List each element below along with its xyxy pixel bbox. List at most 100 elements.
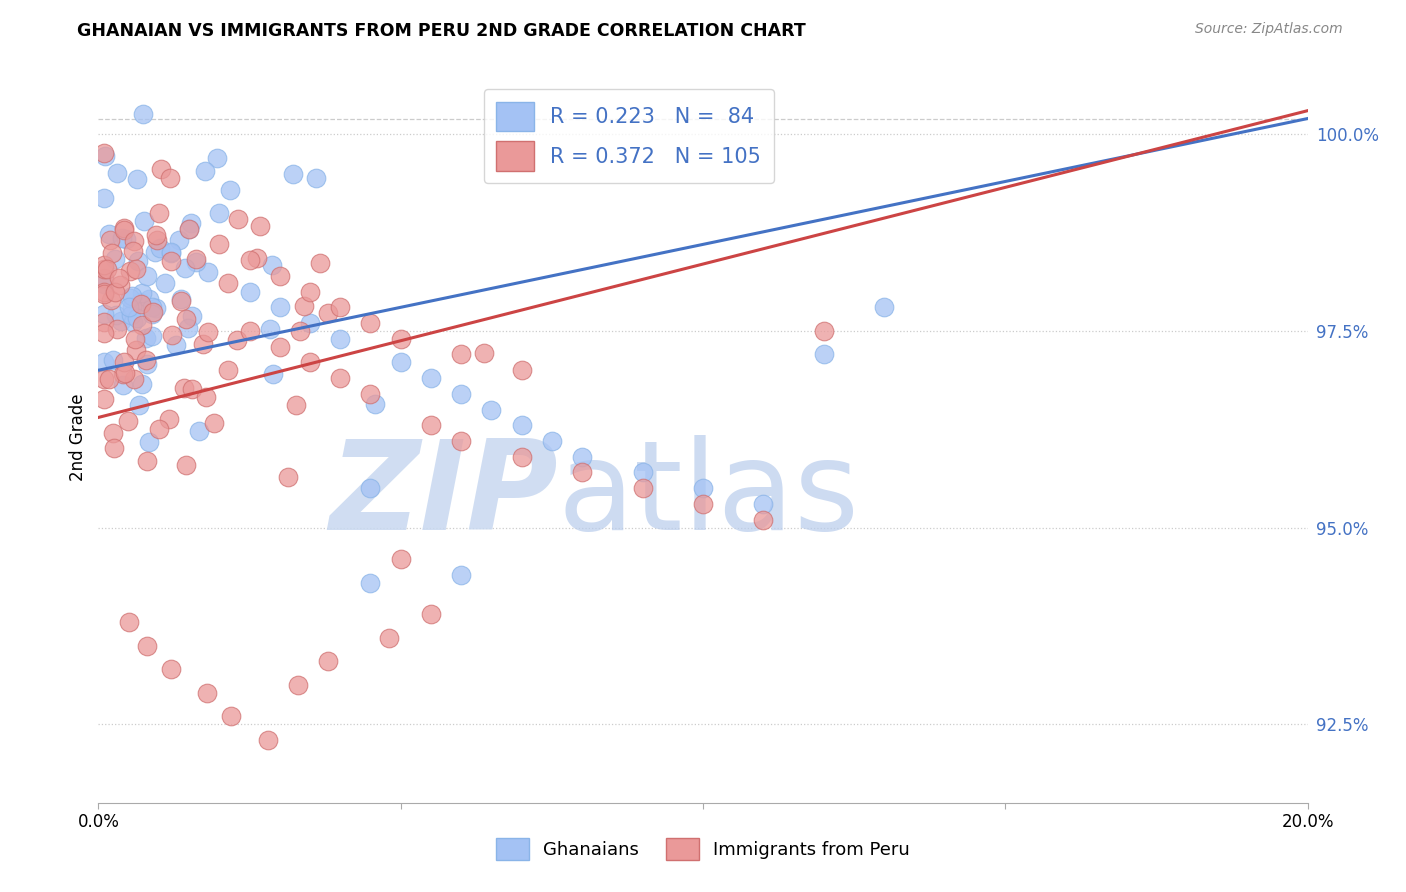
Point [101, 425, 124, 440]
Point [450, 387, 472, 401]
Point [195, 686, 218, 700]
Point [143, 245, 166, 260]
Point [110, 313, 132, 327]
Point [94, 149, 117, 163]
Point [135, 454, 157, 468]
Point [873, 301, 896, 315]
Point [97, 372, 120, 386]
Point [122, 315, 145, 329]
Point [111, 231, 134, 245]
Point [142, 305, 165, 319]
Point [177, 320, 200, 334]
Point [510, 450, 533, 464]
Point [124, 332, 146, 346]
Point [208, 237, 231, 252]
Point [122, 372, 145, 386]
Point [360, 575, 382, 590]
Point [145, 301, 167, 316]
Point [131, 318, 153, 333]
Point [281, 167, 304, 181]
Point [205, 151, 228, 165]
Text: atlas: atlas [558, 435, 860, 556]
Point [121, 308, 143, 322]
Point [389, 332, 412, 346]
Point [197, 265, 219, 279]
Point [364, 397, 387, 411]
Point [112, 355, 135, 369]
Point [259, 321, 281, 335]
Point [450, 434, 472, 448]
Point [105, 322, 128, 336]
Point [377, 631, 399, 645]
Point [221, 709, 243, 723]
Point [150, 161, 173, 176]
Point [450, 347, 472, 361]
Point [127, 253, 149, 268]
Point [692, 481, 714, 495]
Point [97, 227, 120, 241]
Point [121, 289, 143, 303]
Point [188, 425, 211, 439]
Point [316, 654, 339, 668]
Point [181, 382, 204, 396]
Point [160, 246, 183, 260]
Point [571, 450, 593, 464]
Point [93, 258, 115, 272]
Point [125, 311, 148, 326]
Point [262, 259, 284, 273]
Point [135, 268, 157, 283]
Point [141, 300, 163, 314]
Point [107, 166, 129, 180]
Point [141, 329, 163, 343]
Point [571, 466, 593, 480]
Point [288, 324, 311, 338]
Point [179, 221, 201, 235]
Point [309, 256, 332, 270]
Point [93, 285, 115, 299]
Point [93, 372, 115, 386]
Point [112, 223, 135, 237]
Point [305, 171, 328, 186]
Point [179, 221, 201, 235]
Point [135, 353, 157, 368]
Point [145, 228, 167, 243]
Text: ZIP: ZIP [329, 435, 558, 556]
Point [160, 245, 183, 260]
Point [180, 309, 202, 323]
Point [141, 307, 163, 321]
Point [93, 354, 115, 368]
Point [120, 264, 142, 278]
Point [167, 233, 190, 247]
Point [148, 206, 170, 220]
Point [173, 260, 195, 275]
Point [93, 262, 115, 277]
Point [129, 296, 152, 310]
Point [510, 363, 533, 377]
Point [103, 441, 125, 455]
Point [269, 301, 291, 315]
Point [112, 367, 135, 381]
Point [299, 316, 322, 330]
Point [197, 326, 219, 340]
Point [98, 233, 121, 247]
Point [269, 268, 291, 283]
Point [93, 286, 115, 301]
Point [104, 252, 127, 266]
Point [118, 615, 141, 629]
Point [239, 285, 262, 299]
Point [752, 497, 775, 511]
Point [813, 347, 835, 361]
Point [219, 183, 242, 197]
Point [125, 261, 148, 276]
Point [132, 107, 155, 121]
Point [96, 261, 118, 276]
Point [631, 466, 654, 480]
Point [153, 276, 176, 290]
Point [173, 381, 195, 395]
Point [131, 377, 153, 392]
Point [118, 291, 141, 305]
Point [135, 639, 157, 653]
Point [114, 232, 136, 246]
Point [510, 418, 533, 433]
Point [104, 308, 127, 322]
